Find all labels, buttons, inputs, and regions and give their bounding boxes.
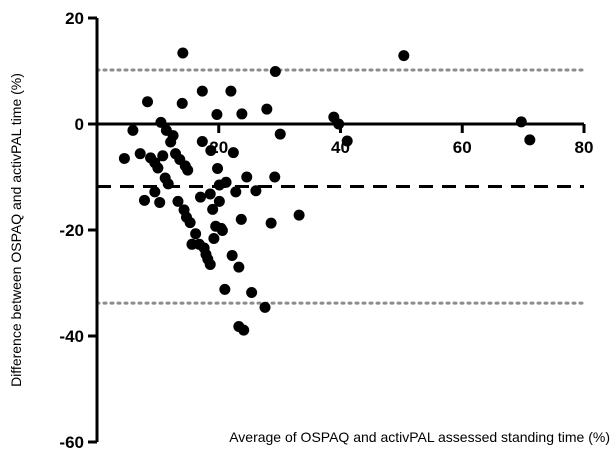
y-tick-label: 0 (75, 115, 84, 134)
data-point (204, 188, 216, 200)
data-point (172, 195, 184, 207)
data-point (235, 213, 247, 225)
data-point (152, 162, 164, 174)
data-point (341, 135, 353, 147)
data-point (127, 124, 139, 136)
data-point (157, 150, 169, 162)
data-point (515, 116, 527, 128)
data-point (196, 135, 208, 147)
data-point (211, 108, 223, 120)
data-point (293, 209, 305, 221)
data-point (265, 217, 277, 229)
x-axis-title: Average of OSPAQ and activPAL assessed s… (229, 429, 610, 445)
data-point (138, 194, 150, 206)
data-point (142, 96, 154, 108)
data-point (162, 178, 174, 190)
data-point (213, 195, 225, 207)
data-point (227, 147, 239, 159)
data-point (226, 249, 238, 261)
data-point (149, 186, 161, 198)
data-point (233, 261, 245, 273)
data-point (333, 118, 345, 130)
data-point (182, 164, 194, 176)
data-point (177, 47, 189, 59)
data-point (167, 130, 179, 142)
data-point (236, 108, 248, 120)
reference-lines (95, 68, 586, 305)
data-point (524, 134, 536, 146)
data-point (269, 171, 281, 183)
data-point (207, 203, 219, 215)
y-axis-title: Difference between OSPAQ and activPAL ti… (8, 73, 24, 387)
data-point (134, 148, 146, 160)
data-point (261, 103, 273, 115)
data-point (118, 152, 130, 164)
data-point (220, 176, 232, 188)
data-point (219, 283, 231, 295)
data-point (238, 324, 250, 336)
data-point (241, 171, 253, 183)
data-point (155, 116, 167, 128)
y-tick-label: -60 (59, 433, 84, 451)
data-point (274, 128, 286, 140)
data-point (216, 225, 228, 237)
data-point (246, 287, 258, 299)
y-tick-label: -40 (59, 327, 84, 346)
data-point (398, 50, 410, 62)
data-point (205, 145, 217, 156)
data-point (196, 85, 208, 97)
data-point (225, 85, 237, 97)
data-point (204, 258, 216, 270)
data-point (250, 185, 262, 197)
data-point (190, 228, 202, 240)
data-point (208, 232, 220, 244)
data-point (184, 217, 196, 229)
data-point (194, 191, 206, 203)
data-point (212, 163, 224, 175)
y-tick-label: 20 (65, 9, 84, 28)
x-tick-label: 60 (453, 138, 472, 157)
y-tick-label: -20 (59, 221, 84, 240)
data-point (154, 196, 166, 208)
data-points (118, 47, 536, 336)
data-point (176, 97, 188, 109)
data-point (230, 186, 242, 198)
axes (95, 18, 584, 442)
data-point (269, 66, 281, 78)
x-tick-label: 80 (575, 138, 594, 157)
data-point (259, 301, 271, 313)
